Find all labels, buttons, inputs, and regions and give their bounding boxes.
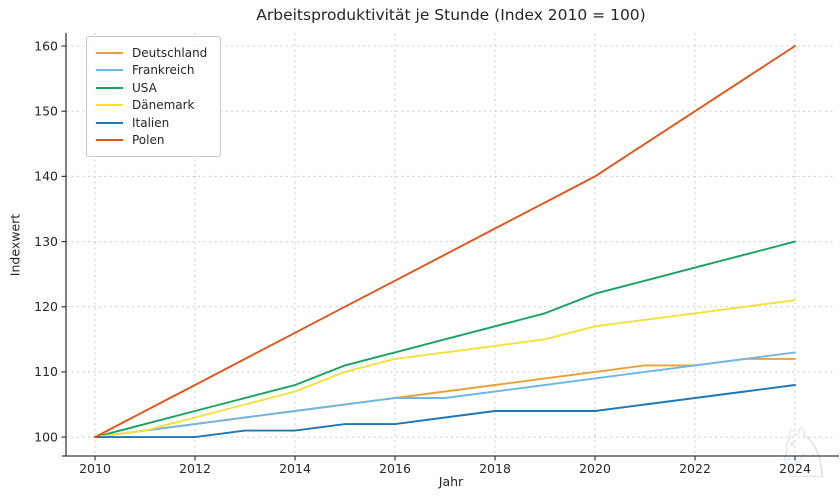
y-tick-label: 140 xyxy=(34,169,58,184)
legend-item-frankreich: Frankreich xyxy=(96,62,207,80)
legend-line-swatch xyxy=(96,121,123,124)
legend-label: Polen xyxy=(132,133,165,148)
legend-label: Deutschland xyxy=(132,45,208,60)
legend-item-polen: Polen xyxy=(96,132,207,150)
legend-label: USA xyxy=(132,80,157,95)
y-tick-label: 110 xyxy=(34,364,58,379)
legend-item-usa: USA xyxy=(96,79,207,97)
series-line-frankreich xyxy=(94,351,796,439)
legend-label: Italien xyxy=(132,115,170,130)
chart-title: Arbeitsproduktivität je Stunde (Index 20… xyxy=(256,6,646,24)
series-line-polen xyxy=(94,45,796,439)
y-tick-label: 130 xyxy=(34,234,58,249)
x-tick-label: 2012 xyxy=(179,461,211,476)
tick-labels: 2010 2012 2014 2016 2018 2020 2022 2024 100 110 12… xyxy=(34,38,811,476)
x-tick-label: 2020 xyxy=(579,461,611,476)
series-line-italien xyxy=(94,384,796,439)
legend-line-swatch xyxy=(96,104,123,107)
series-line-d-nemark xyxy=(94,299,796,439)
x-tick-label: 2018 xyxy=(479,461,511,476)
x-tick-label: 2010 xyxy=(79,461,111,476)
legend-item-deutschland: Deutschland xyxy=(96,44,207,62)
x-tick-label: 2024 xyxy=(779,461,811,476)
axes-spines xyxy=(62,33,839,457)
x-tick-label: 2016 xyxy=(379,461,411,476)
legend-line-swatch xyxy=(96,51,123,54)
tick-marks xyxy=(61,45,796,461)
series-line-usa xyxy=(94,240,796,439)
legend-item-d-nemark: Dänemark xyxy=(96,97,207,115)
legend-line-swatch xyxy=(96,139,123,142)
y-tick-label: 100 xyxy=(34,429,58,444)
x-tick-label: 2014 xyxy=(279,461,311,476)
legend: Deutschland Frankreich USA Dänemark Italien P… xyxy=(86,36,222,157)
x-tick-label: 2022 xyxy=(679,461,711,476)
legend-label: Dänemark xyxy=(132,98,195,113)
y-tick-label: 150 xyxy=(34,104,58,119)
legend-item-italien: Italien xyxy=(96,114,207,132)
x-axis-label: Jahr xyxy=(438,474,464,489)
y-tick-label: 160 xyxy=(34,38,58,53)
legend-line-swatch xyxy=(96,69,123,72)
horseman-knight-watermark-icon: ♘ xyxy=(772,412,835,494)
legend-label: Frankreich xyxy=(132,63,195,78)
legend-line-swatch xyxy=(96,86,123,89)
y-axis-label: Indexwert xyxy=(7,213,23,277)
y-tick-label: 120 xyxy=(34,299,58,314)
